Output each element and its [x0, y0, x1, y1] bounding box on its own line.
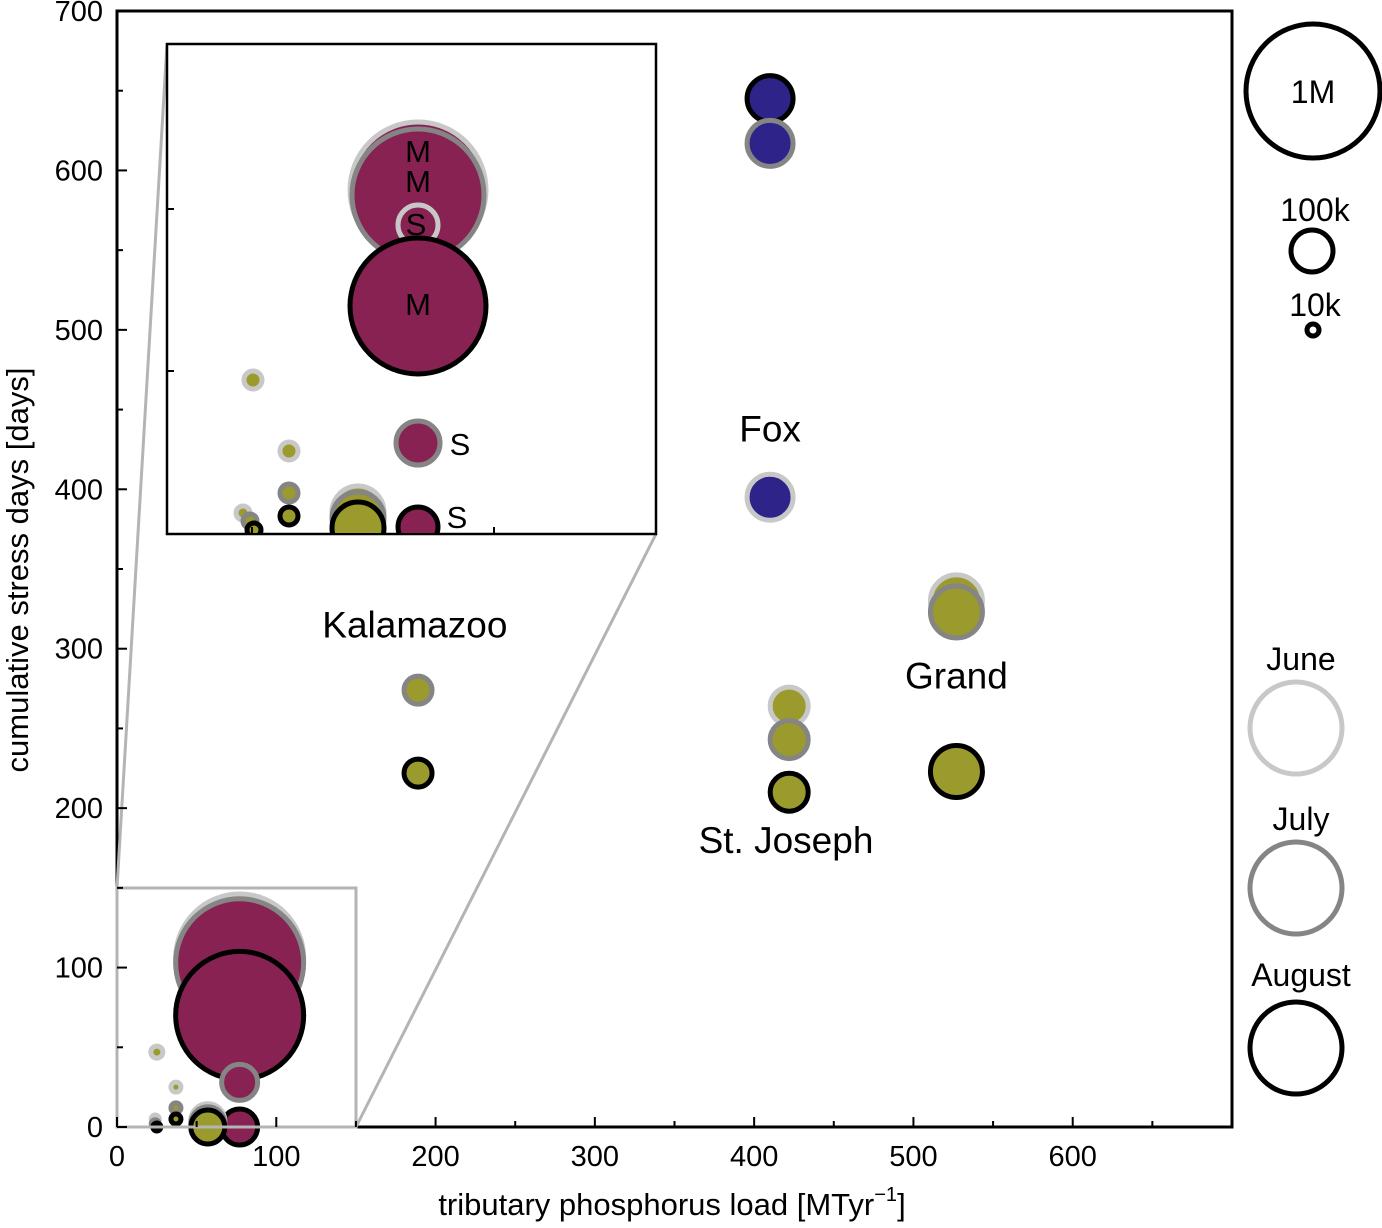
x-tick-label: 200 [411, 1141, 459, 1173]
inset-bubble-maroon-july [393, 418, 443, 468]
y-tick-label: 0 [87, 1112, 103, 1144]
inset-label-m: M [405, 134, 431, 169]
inset-bubble-olive-june [277, 439, 301, 463]
size-legend-circle-1m [1243, 21, 1382, 161]
month-legend-circle-august [1247, 999, 1345, 1097]
inset-label-s: S [447, 500, 468, 535]
bubble-olive-june [168, 1079, 184, 1095]
zoom-connector-lines [115, 43, 658, 1128]
x-axis-label-sup: −1 [874, 1184, 897, 1206]
month-legend-label-august: August [1251, 957, 1351, 993]
y-tick-label: 300 [55, 634, 103, 666]
y-tick-label: 200 [55, 793, 103, 825]
inset-bubble-olive-august [329, 499, 387, 533]
zoom-line-right [354, 533, 658, 1128]
y-tick-label: 100 [55, 953, 103, 985]
size-legend-circle-10k [1304, 321, 1322, 339]
inset-bubbles [233, 119, 489, 533]
month-legend-circle-june [1247, 679, 1345, 777]
river-label-fox: Fox [739, 408, 801, 449]
x-tick-label: 500 [889, 1141, 937, 1173]
size-legend-label-10k: 10k [1289, 287, 1342, 323]
bubble-olive-july [767, 718, 811, 762]
zoom-region-box [115, 886, 358, 1129]
bubble-maroon-august [173, 948, 307, 1082]
bubble-maroon-july [219, 1061, 261, 1103]
inset-label-s: S [406, 207, 427, 242]
size-legend-label-100k: 100k [1280, 192, 1350, 228]
inset-bubble-olive-august [244, 520, 264, 533]
x-axis-label-text: tributary phosphorus load [MTyr [438, 1187, 874, 1222]
bubble-olive-july [168, 1100, 184, 1116]
inset-bubble-olive-june [241, 368, 265, 392]
river-labels: Fox Kalamazoo Grand St. Joseph [322, 408, 1008, 860]
inset-ticks [167, 208, 495, 534]
bubble-olive-august [927, 742, 985, 800]
month-legend: June July August [1247, 641, 1351, 1097]
bubble-olive-june [148, 1043, 166, 1061]
inset-label-m: M [405, 287, 431, 322]
bubble-olive-july [927, 583, 985, 641]
river-label-kalamazoo: Kalamazoo [322, 605, 507, 646]
inset-bubble-olive-july [277, 481, 301, 505]
river-label-grand: Grand [905, 656, 1008, 697]
inset-label-s: S [450, 427, 471, 462]
y-tick-label: 500 [55, 315, 103, 347]
x-tick-label: 0 [109, 1141, 125, 1173]
size-legend-circle-100k [1288, 227, 1336, 275]
bubble-blue-july [744, 117, 796, 169]
x-tick-label: 600 [1049, 1141, 1097, 1173]
bubble-olive-august [401, 756, 435, 790]
bubble-olive-august [168, 1111, 184, 1127]
data-points [148, 73, 985, 1148]
y-tick-label: 700 [55, 0, 103, 28]
inset-bubble-maroon-august [395, 504, 441, 533]
bubble-blue-august [744, 73, 796, 125]
inset-label-m: M [405, 164, 431, 199]
x-axis-label-close: ] [897, 1187, 906, 1222]
x-axis-label: tributary phosphorus load [MTyr−1] [438, 1184, 905, 1222]
y-tick-label: 400 [55, 474, 103, 506]
month-legend-label-june: June [1266, 641, 1335, 677]
bubble-blue-june [744, 471, 796, 523]
x-tick-label: 400 [730, 1141, 778, 1173]
river-label-st-joseph: St. Joseph [699, 820, 874, 861]
x-tick-label: 300 [571, 1141, 619, 1173]
x-tick-label: 100 [252, 1141, 300, 1173]
inset-bubble-maroon-august [347, 235, 489, 377]
bubble-olive-july [401, 673, 435, 707]
inset-bubble-olive-august [277, 504, 301, 528]
month-legend-circle-july [1247, 839, 1345, 937]
size-legend: 1M 100k 10k [1243, 21, 1382, 339]
bubble-olive-august [767, 770, 811, 814]
zoom-line-left [115, 43, 169, 889]
inset-data-points [233, 119, 489, 533]
x-axis-ticks: 0 100 200 300 400 500 600 [109, 1117, 1233, 1173]
month-legend-label-july: July [1273, 801, 1330, 837]
y-axis-ticks: 0 100 200 300 400 500 600 700 [55, 0, 127, 1144]
y-tick-label: 600 [55, 155, 103, 187]
y-axis-label: cumulative stress days [days] [0, 368, 35, 773]
size-legend-label-1m: 1M [1291, 74, 1335, 110]
